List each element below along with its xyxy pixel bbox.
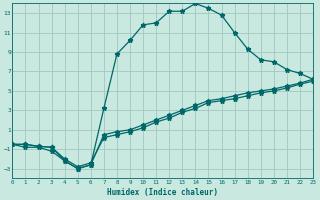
X-axis label: Humidex (Indice chaleur): Humidex (Indice chaleur) [107,188,218,197]
